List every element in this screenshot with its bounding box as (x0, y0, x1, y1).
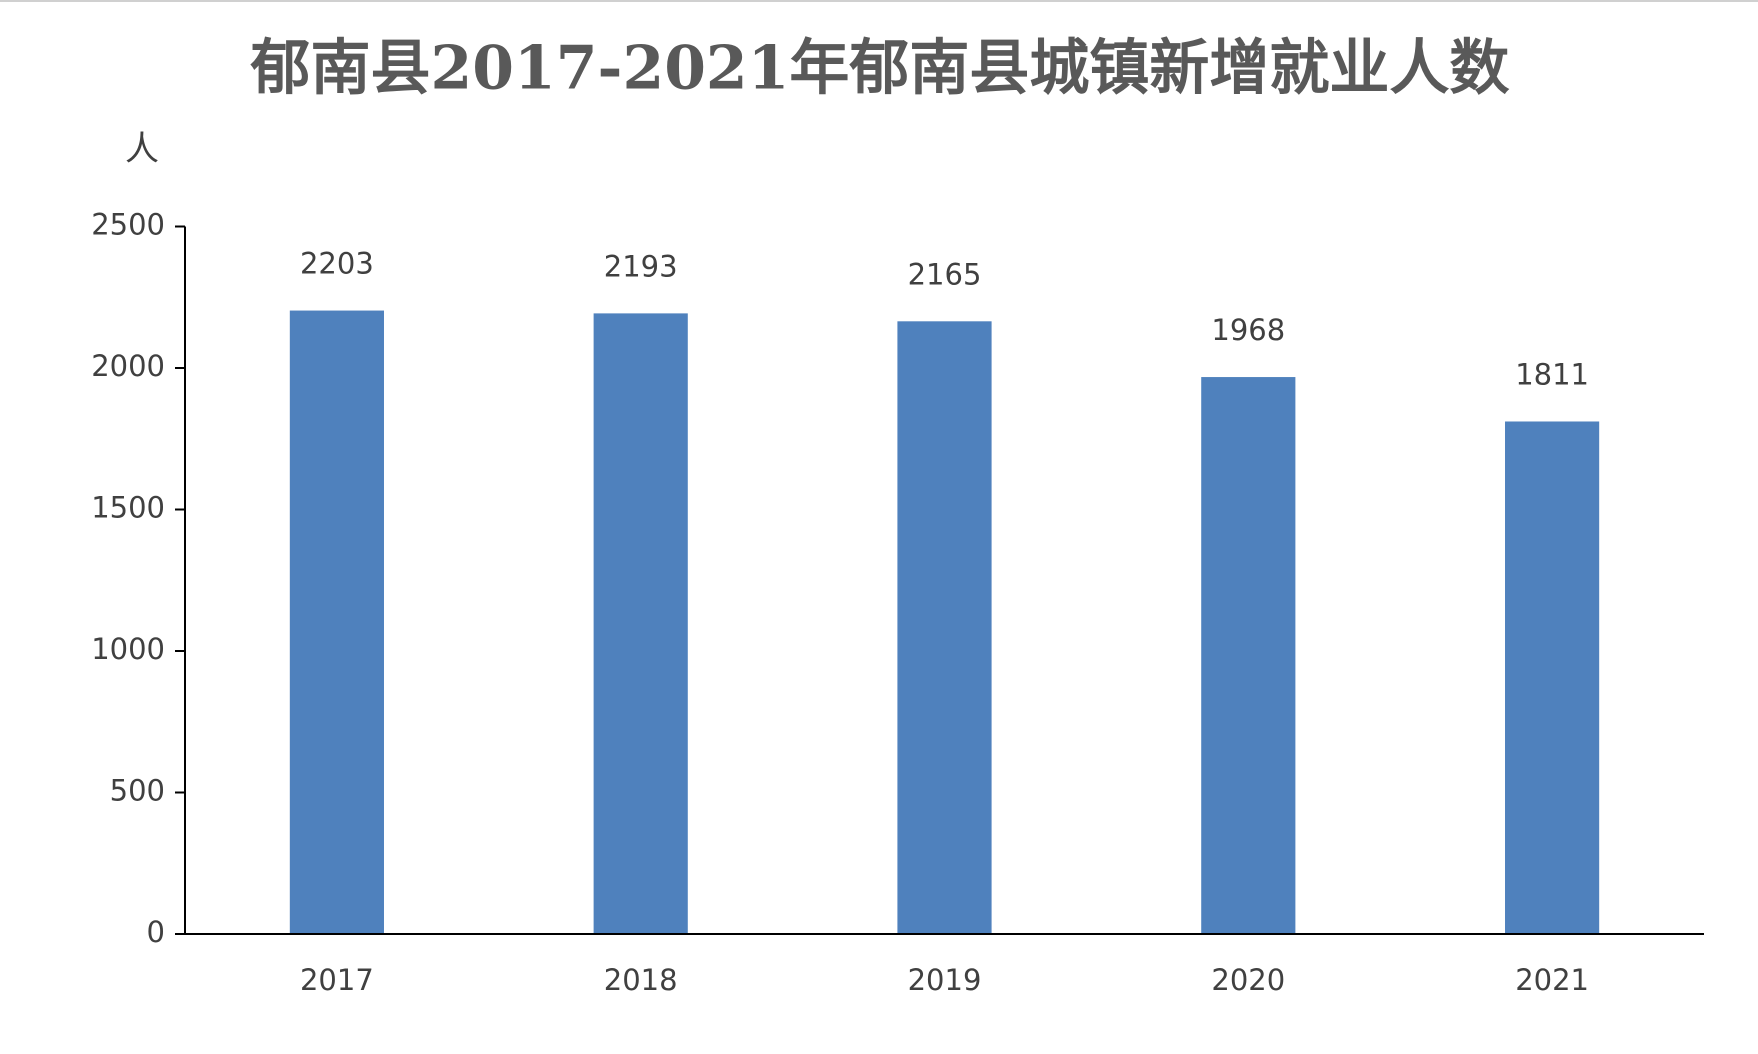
y-tick-label: 0 (147, 915, 165, 949)
y-tick-label: 2000 (91, 349, 165, 383)
x-tick-label: 2017 (300, 963, 374, 997)
chart-title: 郁南县2017-2021年郁南县城镇新增就业人数 (250, 34, 1510, 104)
data-label: 2165 (908, 257, 982, 291)
y-tick-label: 1000 (91, 632, 165, 666)
x-tick-label: 2018 (604, 963, 678, 997)
x-tick-label: 2019 (908, 963, 982, 997)
y-tick-label: 2500 (91, 208, 165, 242)
y-axis-label: 人 (125, 129, 159, 169)
data-label: 2193 (604, 249, 678, 283)
data-label: 2203 (300, 247, 374, 281)
data-label: 1968 (1211, 313, 1285, 347)
bar (593, 313, 688, 935)
x-tick-label: 2021 (1515, 963, 1589, 997)
y-tick-label: 1500 (91, 491, 165, 525)
bar (897, 321, 992, 934)
x-tick-label: 2020 (1211, 963, 1285, 997)
bar (289, 310, 384, 934)
data-label: 1811 (1515, 357, 1589, 391)
bar (1201, 377, 1296, 934)
y-tick-label: 500 (110, 774, 165, 808)
bar (1505, 421, 1600, 934)
